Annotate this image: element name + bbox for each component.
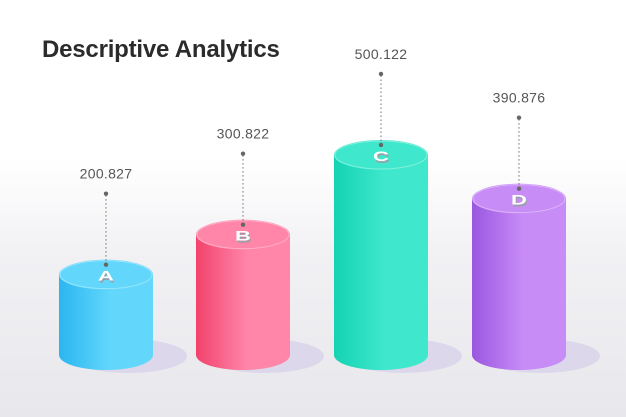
leader-dot-top-a <box>103 191 109 196</box>
category-letter-shadow-a: A <box>99 270 115 286</box>
leader-dot-top-b <box>240 151 246 156</box>
category-label-d: D <box>511 192 527 208</box>
category-label-a: A <box>98 268 114 284</box>
value-label-a: 200.827 <box>80 166 133 182</box>
leader-dot-bottom-b <box>240 222 246 227</box>
bar-cap-b <box>196 219 290 250</box>
leader-dot-top-d <box>516 115 522 120</box>
bar-a <box>59 274 153 370</box>
bar-c <box>334 154 428 370</box>
leader-dot-bottom-a <box>103 262 109 267</box>
category-letter-shadow-d: D <box>512 194 528 210</box>
category-letter-shadow-b: B <box>236 230 252 246</box>
category-letter-shadow-c: C <box>374 150 390 166</box>
bar-cap-c <box>334 139 428 170</box>
bar-cap-a <box>59 259 153 290</box>
chart-title: Descriptive Analytics <box>42 36 280 63</box>
bar-b <box>196 234 290 370</box>
leader-dot-bottom-d <box>516 186 522 191</box>
leader-dot-bottom-c <box>378 142 384 148</box>
value-label-d: 390.876 <box>493 90 546 106</box>
value-label-b: 300.822 <box>217 126 270 142</box>
category-label-b: B <box>235 228 251 244</box>
bar-cap-d <box>472 183 566 214</box>
value-label-c: 500.122 <box>355 46 408 62</box>
leader-dot-top-c <box>378 71 384 77</box>
category-label-c: C <box>373 148 389 164</box>
bar-d <box>472 198 566 370</box>
